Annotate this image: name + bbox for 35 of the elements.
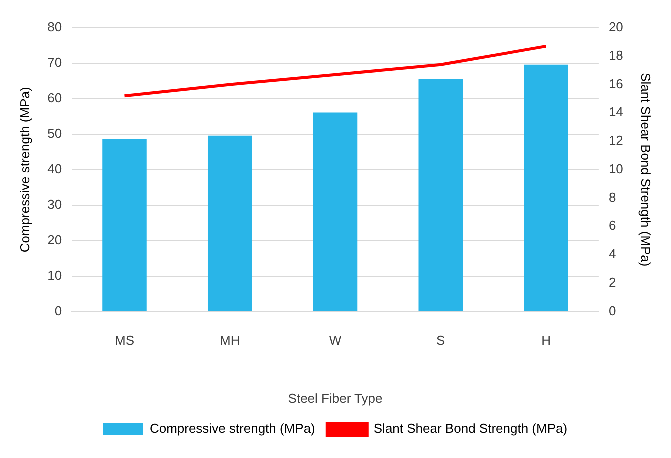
bar <box>313 112 358 312</box>
y-tick-label: 30 <box>48 196 62 212</box>
y2-tick-label: 12 <box>608 133 624 148</box>
y2-tick-label: 8 <box>608 190 616 205</box>
y-tick-label: 80 <box>48 20 62 35</box>
y-tick-label: 40 <box>48 161 62 176</box>
y-tick-label: 60 <box>48 90 62 106</box>
y2-tick-label: 16 <box>608 76 624 92</box>
bar <box>102 139 147 312</box>
y-tick-label: 50 <box>48 126 62 142</box>
x-tick-label: MS <box>115 333 135 348</box>
bar <box>208 136 252 312</box>
y2-axis-title: Slant Shear Bond Strength (MPa) <box>638 73 654 267</box>
bar <box>418 79 464 312</box>
y2-tick-label: 18 <box>608 48 624 63</box>
legend-label: Slant Shear Bond Strength (MPa) <box>374 421 568 436</box>
bar <box>524 64 568 312</box>
x-tick-label: H <box>542 333 551 348</box>
x-axis-title: Steel Fiber Type <box>288 390 383 406</box>
y-tick-label: 20 <box>48 232 62 248</box>
x-tick-label: MH <box>220 333 240 348</box>
y2-tick-label: 20 <box>608 20 624 35</box>
y2-tick-label: 6 <box>608 218 616 234</box>
y-tick-label: 70 <box>48 55 62 70</box>
y2-tick-label: 0 <box>608 303 616 318</box>
y2-tick-label: 14 <box>608 104 624 120</box>
y-tick-label: 0 <box>54 303 62 318</box>
legend-label: Compressive strength (MPa) <box>150 421 316 436</box>
y2-tick-label: 10 <box>608 161 624 176</box>
x-tick-label: W <box>329 333 342 348</box>
x-tick-label: S <box>436 333 446 348</box>
y-tick-label: 10 <box>48 268 62 283</box>
y2-tick-label: 2 <box>608 275 616 290</box>
y2-tick-label: 4 <box>608 246 616 262</box>
y-axis-title: Compressive strength (MPa) <box>17 87 32 253</box>
